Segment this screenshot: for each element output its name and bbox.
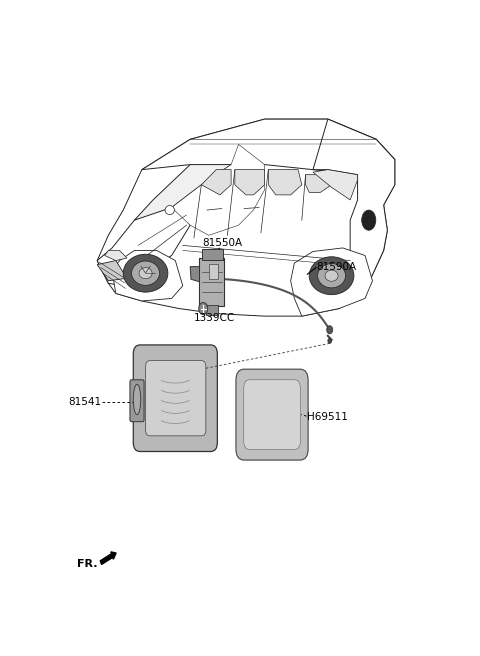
FancyBboxPatch shape [244, 380, 300, 449]
Ellipse shape [325, 270, 338, 281]
FancyBboxPatch shape [236, 369, 308, 460]
Polygon shape [105, 251, 127, 260]
Ellipse shape [132, 261, 159, 285]
Text: H69511: H69511 [307, 412, 348, 422]
Polygon shape [313, 119, 395, 291]
FancyBboxPatch shape [202, 249, 223, 260]
Polygon shape [305, 174, 332, 192]
Ellipse shape [362, 210, 376, 230]
Text: 1339CC: 1339CC [194, 313, 235, 323]
FancyBboxPatch shape [199, 258, 225, 306]
Polygon shape [290, 248, 372, 316]
FancyBboxPatch shape [145, 361, 206, 436]
Polygon shape [313, 170, 358, 200]
Ellipse shape [139, 268, 152, 279]
Polygon shape [134, 144, 239, 220]
Polygon shape [97, 260, 127, 281]
FancyBboxPatch shape [133, 345, 217, 451]
Circle shape [199, 302, 208, 315]
Circle shape [327, 326, 333, 334]
Ellipse shape [165, 205, 174, 215]
Polygon shape [112, 251, 183, 301]
Ellipse shape [133, 384, 141, 415]
Polygon shape [97, 119, 395, 316]
Ellipse shape [318, 264, 346, 288]
Text: FR.: FR. [77, 559, 97, 569]
Polygon shape [190, 266, 200, 282]
Text: 81590A: 81590A [317, 262, 357, 272]
Ellipse shape [309, 256, 354, 295]
Text: 81550A: 81550A [202, 238, 242, 248]
Bar [206, 304, 218, 315]
FancyArrow shape [100, 552, 116, 564]
FancyBboxPatch shape [130, 380, 144, 422]
Polygon shape [97, 207, 190, 286]
Polygon shape [235, 170, 264, 195]
Bar [209, 264, 218, 279]
Polygon shape [142, 119, 395, 174]
Polygon shape [172, 144, 264, 236]
Circle shape [328, 338, 332, 343]
Polygon shape [202, 170, 231, 195]
Text: 81541: 81541 [68, 397, 101, 407]
Ellipse shape [123, 255, 168, 292]
Polygon shape [268, 170, 302, 195]
